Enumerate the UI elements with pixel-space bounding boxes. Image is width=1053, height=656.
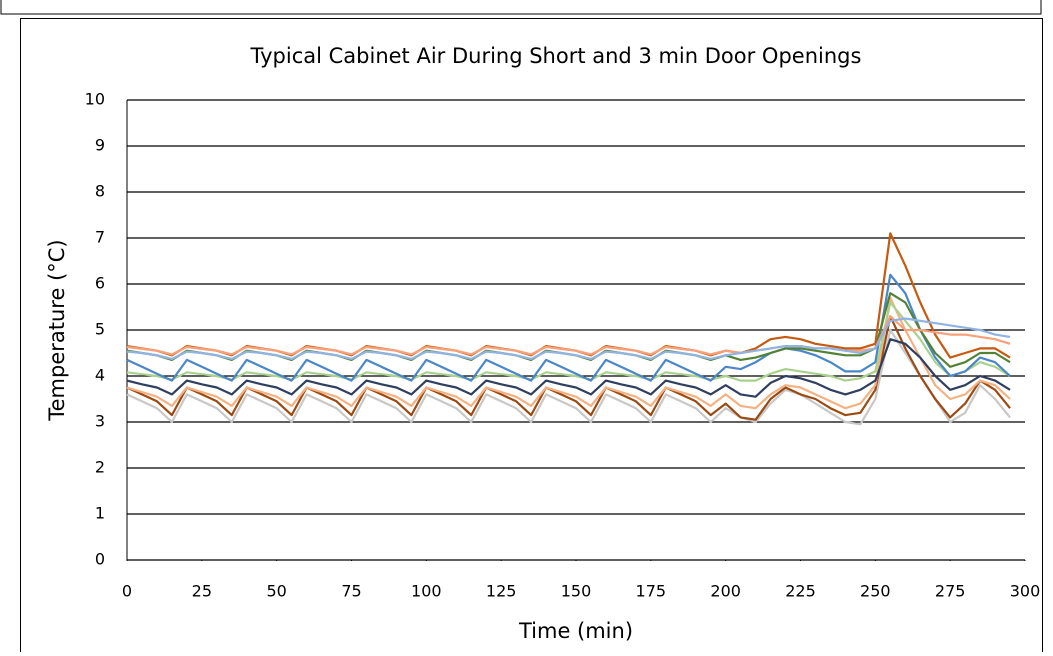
x-tick-label: 150 xyxy=(561,582,592,601)
x-tick-label: 100 xyxy=(411,582,442,601)
y-tick-label: 9 xyxy=(95,136,105,155)
series-line xyxy=(126,338,1011,398)
x-tick-label: 250 xyxy=(860,582,891,601)
y-tick-label: 10 xyxy=(85,90,105,109)
x-tick-label: 275 xyxy=(935,582,966,601)
series-line xyxy=(126,296,1011,410)
x-tick-label: 0 xyxy=(122,582,132,601)
x-tick-label: 175 xyxy=(636,582,667,601)
x-tick-label: 225 xyxy=(785,582,816,601)
y-tick-label: 7 xyxy=(95,228,105,247)
y-axis-title: Temperature (°C) xyxy=(45,239,69,421)
y-tick-label: 2 xyxy=(95,458,105,477)
y-tick-label: 3 xyxy=(95,412,105,431)
y-tick-label: 1 xyxy=(95,504,105,523)
x-tick-label: 200 xyxy=(710,582,741,601)
series-line xyxy=(126,328,1011,426)
chart-title: Typical Cabinet Air During Short and 3 m… xyxy=(250,44,862,68)
x-tick-label: 25 xyxy=(192,582,212,601)
top-panel xyxy=(0,0,1042,15)
series-line xyxy=(126,315,1011,356)
y-tick-label: 0 xyxy=(95,550,105,569)
x-tick-label: 125 xyxy=(486,582,517,601)
x-axis-title: Time (min) xyxy=(518,619,633,643)
y-tick-label: 8 xyxy=(95,182,105,201)
x-tick-label: 300 xyxy=(1010,582,1041,601)
y-tick-label: 4 xyxy=(95,366,105,385)
x-tick-label: 75 xyxy=(341,582,361,601)
chart-frame xyxy=(20,18,1043,656)
series-line xyxy=(126,301,1011,382)
series-line xyxy=(126,317,1011,361)
series-line xyxy=(126,315,1011,421)
y-tick-label: 6 xyxy=(95,274,105,293)
series-line xyxy=(126,273,1011,382)
x-tick-label: 50 xyxy=(266,582,286,601)
y-tick-label: 5 xyxy=(95,320,105,339)
